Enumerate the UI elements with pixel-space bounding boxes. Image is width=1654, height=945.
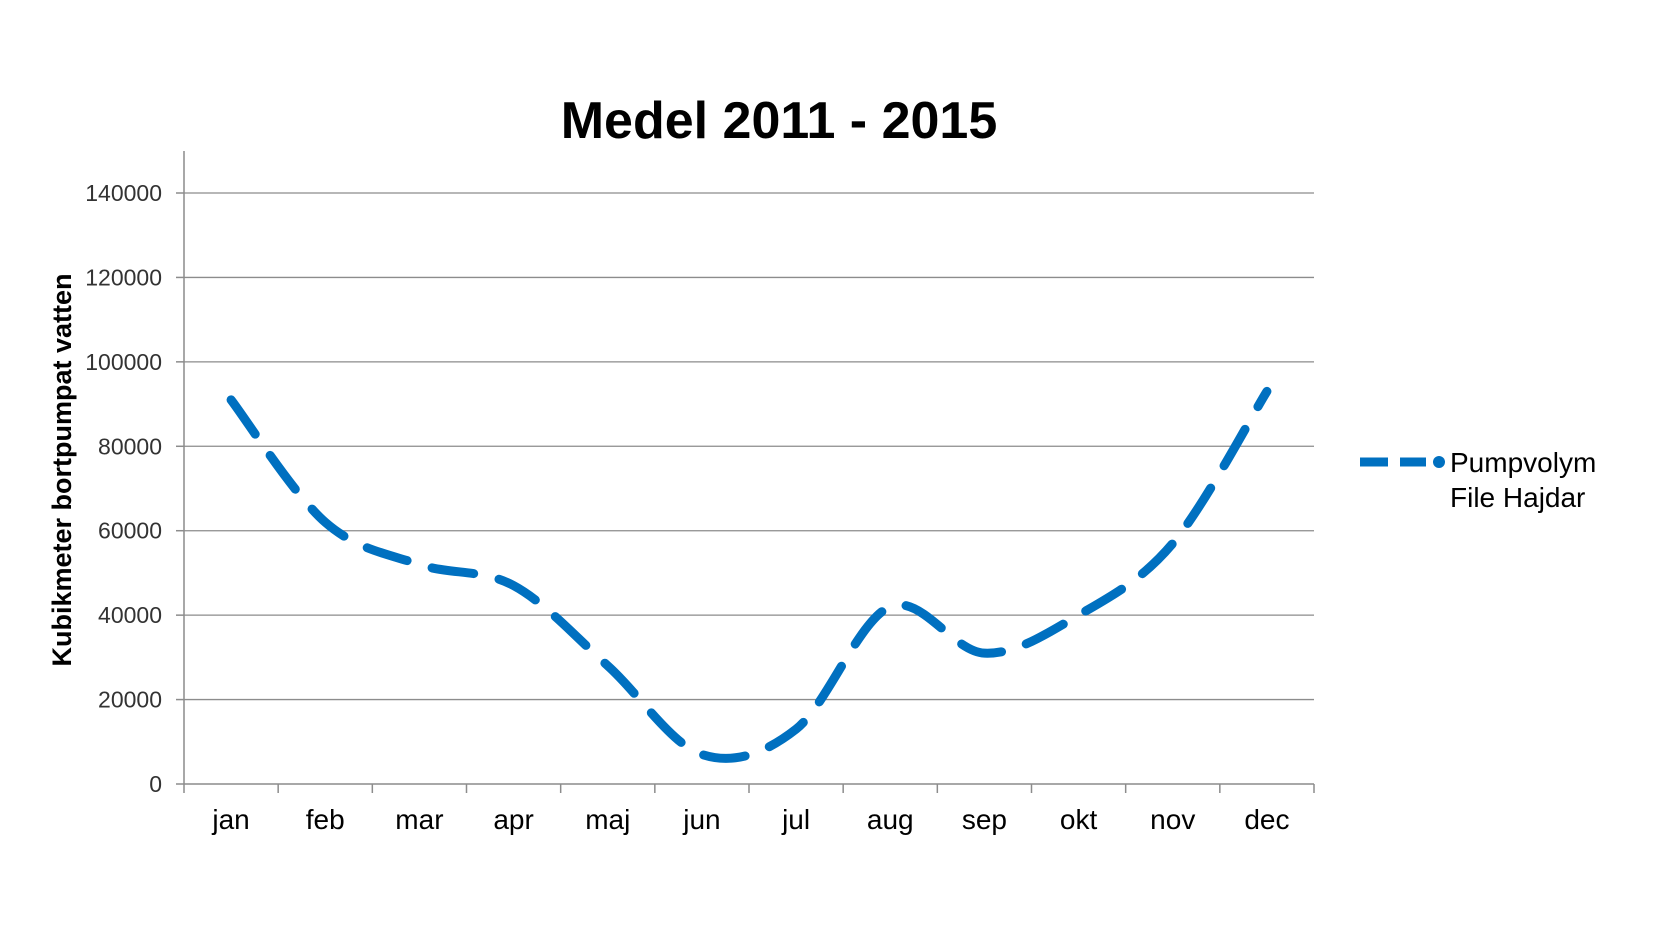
legend-label-line: Pumpvolym: [1450, 447, 1596, 478]
legend: Pumpvolym File Hajdar: [1360, 447, 1596, 513]
y-axis-label: Kubikmeter bortpumpat vatten: [47, 273, 77, 666]
series-line: [226, 386, 1272, 763]
x-tick-label: jul: [781, 804, 810, 835]
legend-label-line: File Hajdar: [1450, 482, 1585, 513]
x-tick-label: sep: [962, 804, 1007, 835]
legend-label: Pumpvolym File Hajdar: [1450, 447, 1596, 513]
chart-title: Medel 2011 - 2015: [561, 92, 998, 150]
y-tick-label: 20000: [98, 687, 162, 713]
y-tick-label: 140000: [85, 180, 162, 206]
x-tick-labels: jan feb mar apr maj jun jul aug sep okt nov dec: [211, 804, 1289, 835]
x-tick-label: maj: [585, 804, 630, 835]
x-tick-label: feb: [306, 804, 345, 835]
x-tick-label: dec: [1244, 804, 1289, 835]
x-tick-label: aug: [867, 804, 914, 835]
y-tick-label: 0: [149, 771, 162, 797]
legend-marker: [1433, 456, 1445, 468]
y-tick-labels: 0 20000 40000 60000 80000 100000 120000 140000: [85, 180, 162, 797]
axes: [176, 151, 1315, 793]
x-tick-label: jan: [211, 804, 249, 835]
y-tick-label: 40000: [98, 602, 162, 628]
x-tick-label: mar: [395, 804, 443, 835]
y-tick-label: 80000: [98, 433, 162, 459]
series-layer: [226, 386, 1272, 763]
x-tick-label: nov: [1150, 804, 1195, 835]
y-tick-label: 120000: [85, 264, 162, 290]
gridlines: [184, 192, 1314, 701]
y-tick-label: 60000: [98, 518, 162, 544]
x-tick-label: apr: [493, 804, 533, 835]
y-tick-label: 100000: [85, 349, 162, 375]
x-tick-label: okt: [1060, 804, 1098, 835]
x-tick-label: jun: [682, 804, 720, 835]
